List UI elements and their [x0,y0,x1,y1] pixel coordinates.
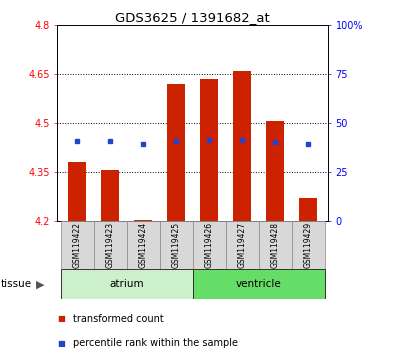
Text: ▶: ▶ [36,280,44,290]
Text: GSM119425: GSM119425 [171,222,181,268]
Text: GSM119429: GSM119429 [303,222,312,268]
Bar [101,171,119,221]
Bar [60,221,94,269]
Text: atrium: atrium [109,279,144,289]
Text: transformed count: transformed count [73,314,164,324]
Title: GDS3625 / 1391682_at: GDS3625 / 1391682_at [115,11,270,24]
Bar [299,198,317,221]
Bar [259,221,292,269]
Bar [193,269,325,299]
Text: GSM119428: GSM119428 [271,222,280,268]
Text: GSM119427: GSM119427 [237,222,246,268]
Bar [126,221,160,269]
Bar [226,221,259,269]
Text: GSM119424: GSM119424 [139,222,148,268]
Bar [160,221,193,269]
Text: GSM119426: GSM119426 [205,222,214,268]
Bar [233,71,251,221]
Text: ventricle: ventricle [236,279,281,289]
Text: ■: ■ [57,339,65,348]
Bar [94,221,126,269]
Text: percentile rank within the sample: percentile rank within the sample [73,338,238,348]
Text: ■: ■ [57,314,65,323]
Bar [292,221,325,269]
Bar [200,79,218,221]
Text: GSM119422: GSM119422 [73,222,82,268]
Bar [193,221,226,269]
Bar [167,84,185,221]
Bar [60,269,193,299]
Text: GSM119423: GSM119423 [105,222,115,268]
Bar [266,121,284,221]
Bar [134,219,152,221]
Bar [68,162,86,221]
Text: tissue: tissue [1,279,32,289]
